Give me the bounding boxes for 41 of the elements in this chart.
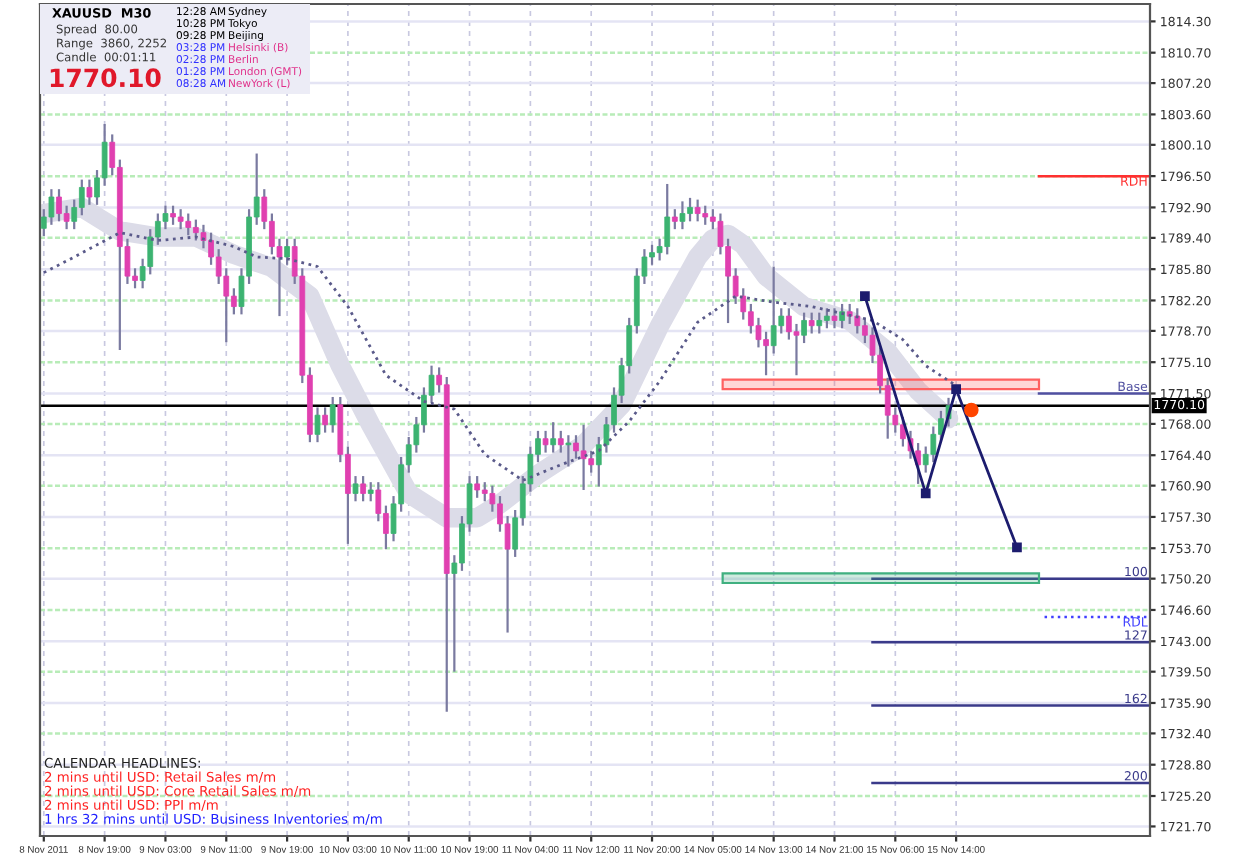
candlestick [550,421,557,454]
candlestick [322,406,328,434]
candlestick [86,178,93,206]
candlestick [284,237,290,266]
candlestick [170,204,176,226]
candlestick [78,178,85,217]
candlestick [360,474,366,503]
candlestick [177,208,184,231]
candlestick [770,265,777,355]
candlestick [679,200,686,231]
point [860,291,870,301]
candlestick [702,204,709,226]
candlestick [687,196,693,223]
candlestick [846,302,853,326]
candlestick [367,481,374,503]
line-series [42,231,958,482]
candlestick [580,423,587,492]
candlestick [542,429,549,454]
candlestick [329,395,336,434]
candlestick [831,307,838,330]
candlestick [565,434,572,468]
annotation: 1770.10 [50,68,161,88]
candlestick [193,218,199,242]
point [964,402,979,418]
candlestick [314,406,321,444]
candlestick [352,474,359,503]
candlestick [474,474,481,499]
candlestick [63,204,70,231]
point [1012,542,1022,553]
point [920,488,931,499]
candlestick [839,302,845,330]
candlestick [56,188,62,223]
candlestick [854,307,861,335]
candlestick [808,311,815,335]
candlestick [824,307,830,330]
candlestick [694,198,701,223]
candlestick [816,311,823,335]
point [951,384,961,394]
candlestick [185,212,192,237]
candlestick [671,208,678,231]
candlestick [664,182,671,256]
